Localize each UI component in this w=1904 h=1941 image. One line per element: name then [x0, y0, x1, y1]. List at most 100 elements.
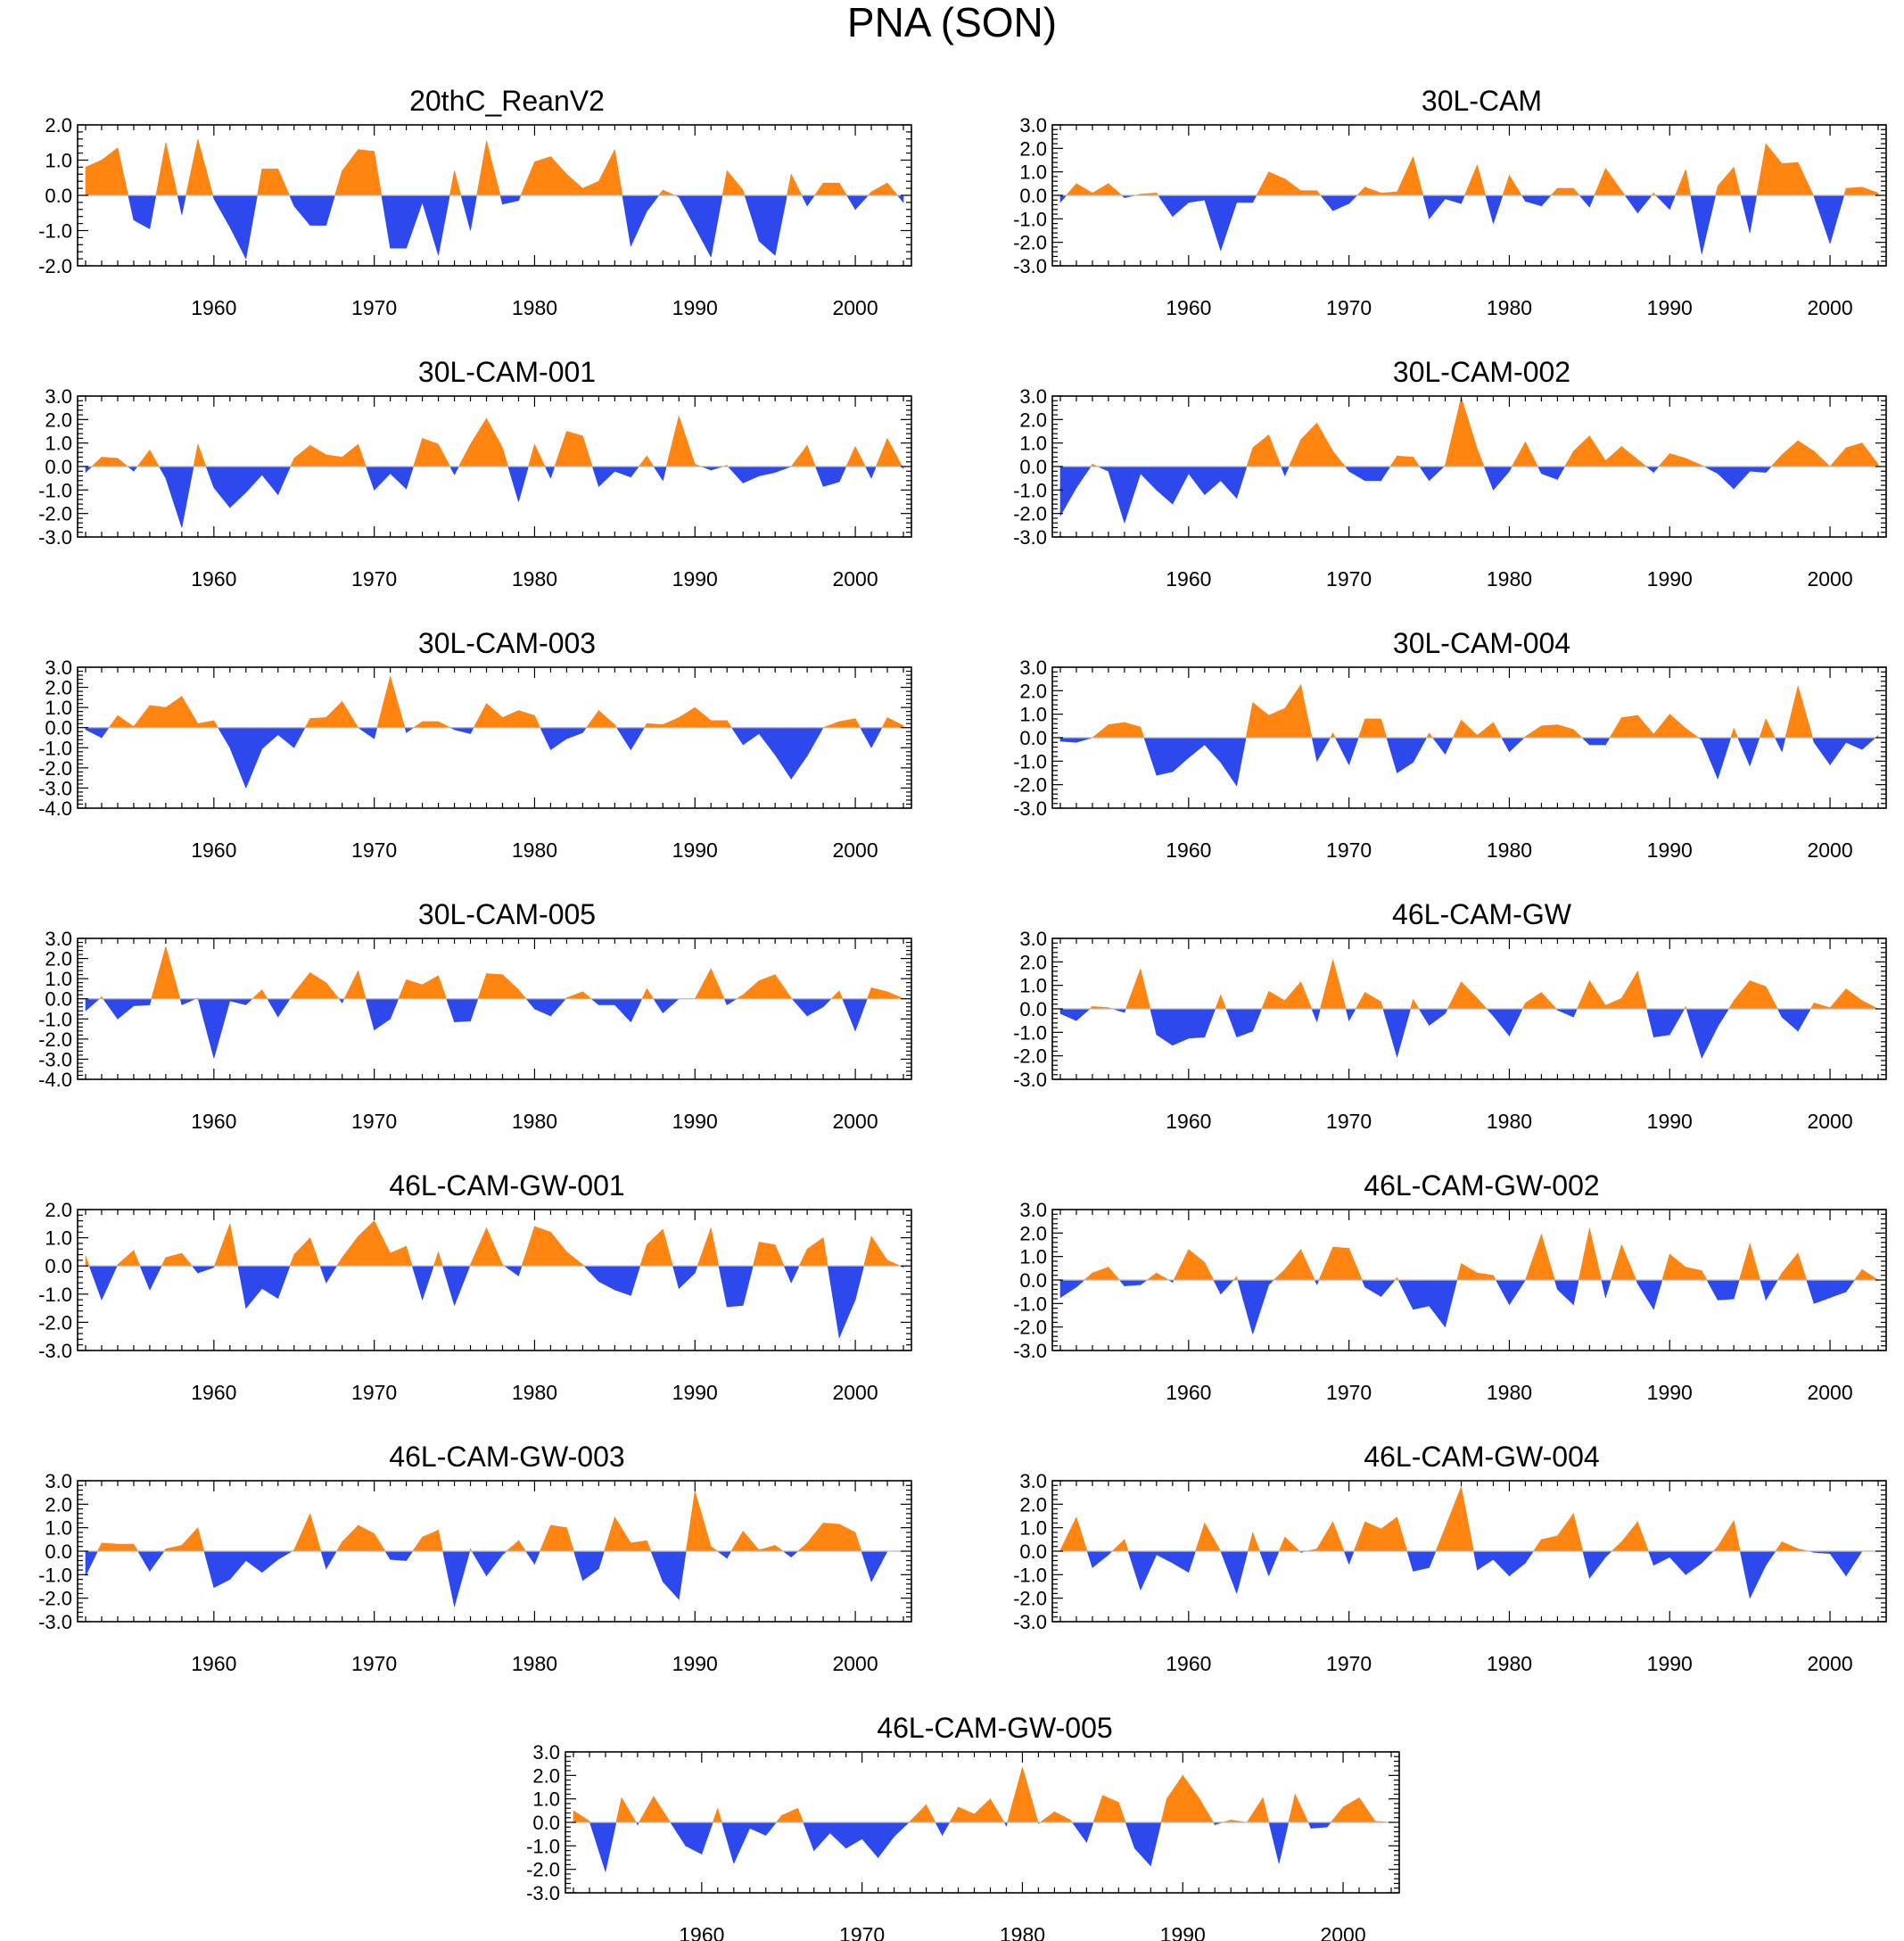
positive-area-segment: [1493, 722, 1503, 739]
positive-area-segment: [165, 142, 178, 196]
negative-area-segment: [1268, 1279, 1275, 1285]
negative-area-segment: [245, 998, 253, 1006]
negative-area-segment: [723, 998, 728, 1005]
panel-title: 46L-CAM-GW-004: [1364, 1441, 1599, 1473]
negative-area-segment: [935, 1821, 943, 1836]
positive-area-segment: [1775, 1540, 1783, 1552]
negative-area-segment: [1429, 1008, 1446, 1027]
positive-area-segment: [949, 1805, 959, 1823]
negative-area-segment: [454, 466, 459, 475]
positive-area-segment: [1262, 1797, 1270, 1823]
positive-area-segment: [566, 1251, 583, 1267]
positive-area-segment: [376, 676, 391, 729]
negative-area-segment: [85, 998, 101, 1012]
y-tick-label: -1.0: [1013, 479, 1047, 501]
positive-area-segment: [534, 443, 546, 467]
negative-area-segment: [1259, 1550, 1270, 1576]
negative-area-segment: [518, 194, 522, 202]
positive-area-segment: [1797, 162, 1814, 196]
positive-area-segment: [181, 695, 199, 729]
positive-area-segment: [796, 1542, 808, 1552]
positive-area-segment: [197, 138, 214, 196]
positive-area-segment: [438, 1251, 443, 1267]
positive-area-segment: [1658, 452, 1670, 467]
negative-area-segment: [1220, 737, 1238, 787]
negative-area-segment: [1703, 466, 1719, 475]
negative-area-segment: [1537, 466, 1542, 475]
positive-area-segment: [1477, 722, 1494, 739]
negative-area-segment: [1127, 1550, 1142, 1590]
negative-area-segment: [1445, 194, 1462, 204]
negative-area-segment: [524, 1550, 535, 1565]
negative-area-segment: [1605, 737, 1611, 746]
negative-area-segment: [1740, 194, 1751, 234]
negative-area-segment: [1717, 1279, 1735, 1301]
negative-area-segment: [663, 1550, 680, 1600]
positive-area-segment: [1541, 724, 1558, 739]
negative-area-segment: [1509, 737, 1525, 753]
positive-area-segment: [309, 1513, 322, 1552]
positive-area-segment: [117, 147, 129, 196]
negative-area-segment: [326, 1265, 338, 1284]
positive-area-segment: [550, 155, 567, 196]
panel-46l-cam-gw-002: 1960 1970 1980 1990 2000 -3.0-2.0-1.00.01.02.…: [1013, 1169, 1887, 1404]
negative-area-segment: [765, 1821, 778, 1837]
positive-area-segment: [854, 718, 861, 729]
negative-area-segment: [149, 1550, 165, 1573]
y-tick-label: 3.0: [1019, 657, 1047, 679]
negative-area-segment: [406, 727, 415, 733]
negative-area-segment: [1188, 737, 1206, 759]
x-tick-label: 1970: [351, 296, 397, 319]
x-tick-label: 1960: [191, 296, 236, 319]
negative-area-segment: [1086, 1550, 1093, 1568]
positive-area-segment: [289, 1254, 295, 1267]
positive-area-segment: [518, 1540, 527, 1552]
negative-area-segment: [1829, 1279, 1847, 1299]
negative-area-segment: [1557, 1279, 1574, 1306]
positive-area-segment: [1268, 434, 1282, 467]
positive-area-segment: [1247, 1532, 1254, 1552]
positive-area-segment: [406, 979, 423, 1000]
negative-area-segment: [1541, 194, 1552, 207]
negative-area-segment: [1653, 466, 1660, 474]
negative-area-segment: [1781, 1008, 1799, 1032]
negative-area-segment: [213, 194, 231, 228]
positive-area-segment: [867, 987, 872, 1000]
x-tick-label: 2000: [832, 1652, 878, 1675]
positive-area-segment: [1059, 1516, 1077, 1552]
x-tick-label: 2000: [1807, 1652, 1852, 1675]
x-tick-label: 1970: [1326, 1381, 1372, 1404]
negative-area-segment: [730, 727, 744, 746]
negative-area-segment: [1429, 194, 1446, 220]
negative-area-segment: [525, 998, 535, 1010]
positive-area-segment: [663, 716, 680, 729]
positive-area-segment: [1477, 164, 1487, 196]
positive-area-segment: [518, 710, 535, 729]
x-tick-label: 1990: [672, 1652, 718, 1675]
positive-area-segment: [1364, 186, 1381, 196]
x-tick-label: 2000: [1807, 838, 1852, 862]
positive-area-segment: [742, 189, 746, 196]
positive-area-segment: [1733, 1520, 1741, 1552]
positive-area-segment: [1461, 1263, 1478, 1281]
negative-area-segment: [1429, 1279, 1446, 1328]
positive-area-segment: [1621, 1521, 1638, 1552]
negative-area-segment: [1573, 1279, 1579, 1305]
positive-area-segment: [1108, 1266, 1120, 1281]
positive-area-segment: [1759, 718, 1767, 739]
negative-area-segment: [1493, 194, 1504, 224]
negative-area-segment: [631, 1265, 641, 1296]
positive-area-segment: [374, 151, 383, 196]
negative-area-segment: [1655, 194, 1670, 211]
x-tick-label: 1970: [1326, 1652, 1372, 1675]
positive-area-segment: [1332, 1521, 1345, 1552]
negative-area-segment: [814, 466, 824, 487]
negative-area-segment: [1397, 737, 1414, 774]
positive-area-segment: [309, 1237, 321, 1267]
positive-area-segment: [1776, 1272, 1783, 1281]
positive-area-segment: [1715, 186, 1719, 196]
negative-area-segment: [1188, 1008, 1206, 1039]
negative-area-segment: [245, 466, 263, 493]
positive-area-segment: [1300, 684, 1313, 739]
negative-area-segment: [1637, 1279, 1654, 1310]
